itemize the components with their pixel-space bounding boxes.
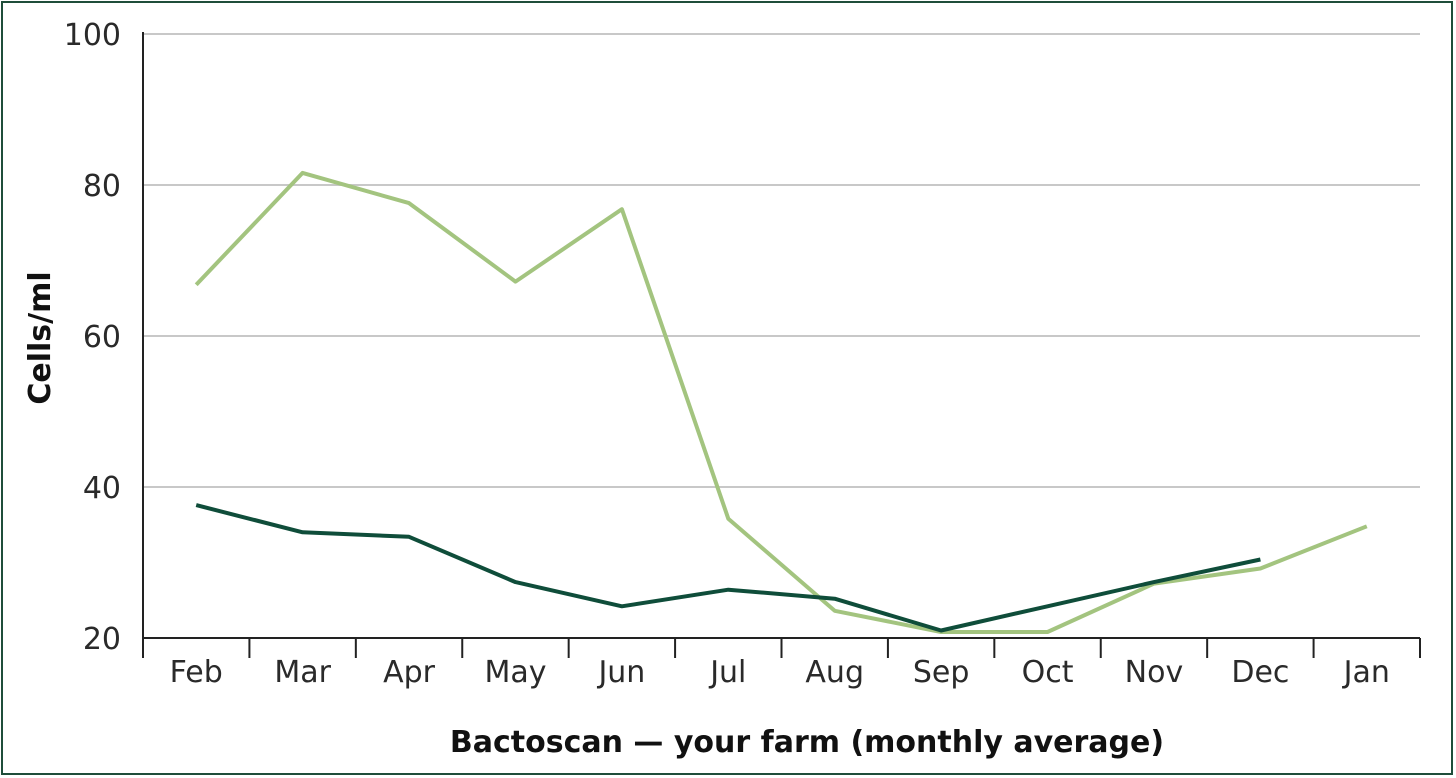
x-tick-label: Dec <box>1231 655 1289 690</box>
y-tick-label: 40 <box>83 471 121 506</box>
y-tick-label: 60 <box>83 320 121 355</box>
x-tick-label: Aug <box>805 655 864 690</box>
x-tick-label: May <box>484 655 546 690</box>
x-tick-label: Sep <box>913 655 970 690</box>
series-line-2 <box>195 503 1261 633</box>
x-tick-label: Oct <box>1022 655 1074 690</box>
y-tick-label: 100 <box>64 18 121 53</box>
x-tick-label: Jan <box>1342 655 1390 690</box>
x-tick-label: Jul <box>708 655 746 690</box>
x-tick-label: Feb <box>170 655 223 690</box>
x-tick-label: Jun <box>596 655 645 690</box>
y-tick-label: 80 <box>83 169 121 204</box>
x-tick-label: Mar <box>274 655 331 690</box>
x-tick-label: Nov <box>1125 655 1184 690</box>
x-tick-label: Apr <box>383 655 436 690</box>
y-axis-title: Cells/ml <box>23 271 58 404</box>
y-tick-label: 20 <box>83 622 121 657</box>
x-axis-title: Bactoscan — your farm (monthly average) <box>450 725 1164 760</box>
series-line-1 <box>194 170 1368 634</box>
